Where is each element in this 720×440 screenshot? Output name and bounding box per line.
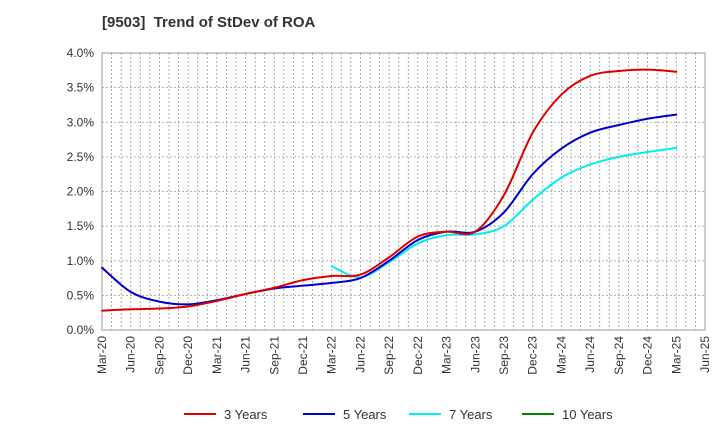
x-tick-label: Sep-24 [612,336,626,375]
y-tick-label: 1.0% [67,254,95,268]
x-tick-label: Jun-25 [698,336,712,373]
legend-label: 5 Years [343,407,387,422]
series-lines [101,68,678,312]
x-tick-label: Sep-22 [382,336,396,375]
x-tick-label: Mar-25 [669,336,683,374]
y-tick-label: 2.5% [67,150,95,164]
x-tick-label: Mar-22 [325,336,339,374]
y-tick-label: 4.0% [67,46,95,60]
x-tick-label: Sep-23 [497,336,511,375]
x-tick-label: Dec-20 [181,336,195,375]
legend-label: 3 Years [224,407,268,422]
axes: 0.0% 0.5% 1.0% 1.5% 2.0% 2.5% 3.0% 3.5% 4.0% Mar-… [67,46,712,375]
x-tick-label: Mar-23 [440,336,454,374]
x-tick-label: Dec-23 [526,336,540,375]
x-tick-label: Sep-21 [267,336,281,375]
x-tick-label: Mar-21 [210,336,224,374]
x-tick-label: Jun-24 [583,336,597,373]
x-tick-label: Jun-20 [124,336,138,373]
series-line-5-years [101,113,678,306]
x-tick-label: Jun-21 [239,336,253,373]
x-tick-label: Mar-24 [554,336,568,374]
series-line-3-years [101,68,678,312]
legend: 3 Years 5 Years 7 Years 10 Years [184,407,613,422]
x-tick-label: Sep-20 [152,336,166,375]
series-line-7-years [330,146,678,279]
x-tick-label: Mar-20 [95,336,109,374]
grid [101,52,706,331]
y-tick-label: 1.5% [67,219,95,233]
x-tick-label: Dec-24 [641,336,655,375]
x-tick-label: Dec-22 [411,336,425,375]
y-tick-label: 3.5% [67,81,95,95]
y-tick-label: 0.5% [67,288,95,302]
y-tick-label: 0.0% [67,323,95,337]
legend-label: 10 Years [562,407,613,422]
legend-label: 7 Years [449,407,493,422]
x-tick-label: Jun-22 [353,336,367,373]
chart-title: [9503] Trend of StDev of ROA [102,14,316,31]
x-tick-label: Jun-23 [468,336,482,373]
x-tick-label: Dec-21 [296,336,310,375]
y-tick-label: 2.0% [67,185,95,199]
y-tick-label: 3.0% [67,115,95,129]
